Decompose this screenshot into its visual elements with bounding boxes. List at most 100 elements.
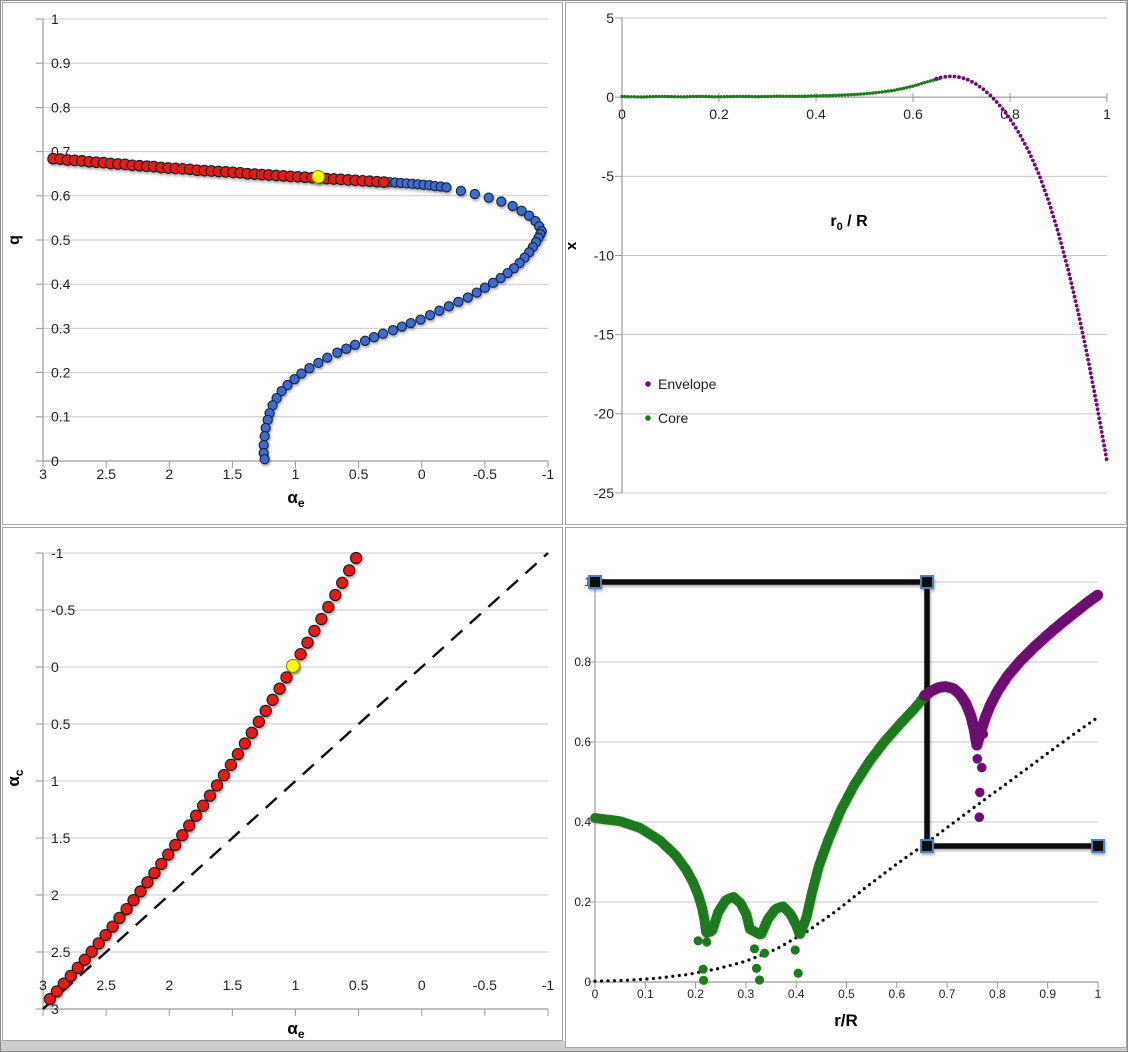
x-tick-label: -1 [542, 466, 555, 482]
svg-text:r0 / R: r0 / R [830, 213, 868, 233]
series-red-branch [47, 152, 390, 188]
y-tick-label: 1 [51, 11, 59, 27]
series-blue-branch [258, 176, 547, 465]
y-tick-label: 0.6 [51, 188, 71, 204]
y-tick-label: 0.2 [51, 365, 71, 381]
x-tick-label: 0.2 [709, 106, 729, 122]
y-tick-label: 0 [606, 89, 614, 105]
tick-labels: 0 0.2 0.4 0.6 0.8 1 0 0.1 0.2 0.3 0.4 0.5 0.6 0.7 0.8 0… [574, 575, 1101, 1001]
y-tick-label: -1 [51, 545, 64, 561]
chart-alpha-c-vs-alpha-e: -1 -0.5 0 0.5 1 1.5 2 2.5 33 2.5 2 1.5 1 0.5 0 -0.5 -1 αc… [4, 545, 554, 1040]
y-tick-label: 0 [51, 659, 59, 675]
panel-profiles-vs-r-over-R: 0 0.2 0.4 0.6 0.8 1 0 0.1 0.2 0.3 0.4 0.5 0.6 0.7 0.8 0… [565, 527, 1127, 1048]
chart-profiles-vs-r-over-R: 0 0.2 0.4 0.6 0.8 1 0 0.1 0.2 0.3 0.4 0.5 0.6 0.7 0.8 0… [574, 575, 1105, 1030]
x-tick-label: 0 [618, 106, 626, 122]
square-marker [1091, 839, 1105, 853]
y-tick-label: -20 [594, 406, 614, 422]
y-tick-label: 0.1 [51, 409, 71, 425]
axes [36, 18, 549, 468]
x-tick-label: 1 [1095, 987, 1102, 1001]
axes [36, 552, 549, 1016]
x-tick-label: -1 [542, 977, 555, 993]
gridlines [622, 17, 1107, 494]
chart-q-vs-alpha-e: 00.10.20.30.40.50.60.70.80.913 2.5 2 1.5 1 0.… [6, 11, 554, 510]
series-envelope-profile [919, 589, 1103, 751]
svg-text:αe: αe [287, 488, 304, 510]
y-tick-label: 1 [584, 575, 591, 589]
gridlines [595, 581, 1098, 983]
legend-label: Envelope [658, 376, 717, 392]
series-alpha-relation [43, 551, 363, 1006]
panel-alpha-c-vs-alpha-e: -1 -0.5 0 0.5 1 1.5 2 2.5 3 3 2.5 2 1.5 1 0.5 0 -0.5 -1 αc… [2, 527, 563, 1041]
y-tick-label: 0.9 [51, 55, 71, 71]
titles: r/R [834, 1011, 858, 1030]
x-tick-label: 0.6 [903, 106, 923, 122]
y-tick-label: -0.5 [51, 602, 75, 618]
y-tick-label: 1.5 [51, 830, 71, 846]
x-tick-label: 0.8 [1000, 106, 1020, 122]
legend-marker-core [645, 415, 651, 421]
x-tick-label: 3 [39, 977, 47, 993]
x-tick-label: 0.7 [939, 987, 956, 1001]
y-tick-label: 0.8 [574, 655, 591, 669]
square-marker [919, 839, 934, 853]
y-tick-label: 0.2 [574, 895, 591, 909]
y-tick-label: 0.4 [51, 276, 71, 292]
axes [588, 581, 1099, 988]
y-tick-label: 3 [51, 1001, 59, 1017]
x-tick-label: 0.4 [788, 987, 805, 1001]
svg-text:αe: αe [287, 1019, 304, 1040]
x-tick-label: 3 [39, 466, 47, 482]
x-tick-label: 2.5 [96, 977, 116, 993]
y-tick-label: -5 [602, 168, 615, 184]
x-tick-label: 0.8 [989, 987, 1006, 1001]
series-envelope-scatter-dots [972, 726, 989, 822]
svg-text:x: x [566, 241, 580, 250]
panel-q-vs-alpha-e: 0 0.1 0.2 0.3 0.4 0.5 0.6 0.7 0.8 0.9 1 3 2.5 2 1.5 1 0.… [2, 2, 563, 525]
x-tick-label: 0.5 [349, 466, 369, 482]
x-tick-label: 0.3 [738, 987, 755, 1001]
y-tick-label: 0.6 [574, 735, 591, 749]
series-identity-dashed-line [42, 552, 549, 1010]
x-tick-label: 0.2 [687, 987, 704, 1001]
y-tick-label: 0 [51, 453, 59, 469]
x-tick-label: 0.5 [838, 987, 855, 1001]
y-tick-label: 2.5 [51, 944, 71, 960]
series-core-scatter-dots [693, 936, 803, 985]
tick-labels: -1 -0.5 0 0.5 1 1.5 2 2.5 33 2.5 2 1.5 1 0.5 0 -0.5 -1 [39, 545, 554, 1017]
x-tick-label: 0.9 [1039, 987, 1056, 1001]
square-marker [919, 575, 934, 589]
y-tick-label: -25 [594, 485, 614, 501]
x-tick-label: 1.5 [223, 466, 243, 482]
series-selected-point [311, 169, 326, 184]
square-marker [588, 575, 602, 589]
x-tick-label: 0 [418, 466, 426, 482]
titles: x r0 / R [566, 213, 868, 250]
x-tick-label: 1 [1103, 106, 1111, 122]
x-tick-label: -0.5 [473, 977, 497, 993]
tick-labels: 5 0 -5 -10 -15 -20 -25 0 0.2 0.4 0.6 0.8 1 [594, 10, 1111, 501]
x-tick-label: 0.4 [806, 106, 826, 122]
titles: αc αe [4, 769, 305, 1040]
y-tick-label: -15 [594, 327, 614, 343]
y-tick-label: -10 [594, 247, 614, 263]
y-tick-label: 0.8 [51, 99, 71, 115]
y-tick-label: 0 [584, 975, 591, 989]
legend: Envelope Core [645, 376, 717, 426]
x-tick-label: 2 [165, 977, 173, 993]
x-tick-label: 1.5 [223, 977, 243, 993]
x-tick-label: 0.6 [888, 987, 905, 1001]
bottom-gray-strip [1, 1041, 1127, 1051]
y-tick-label: 0.5 [51, 232, 71, 248]
tick-labels: 00.10.20.30.40.50.60.70.80.913 2.5 2 1.5 1 0.… [39, 11, 554, 482]
y-tick-label: 2 [51, 887, 59, 903]
series-core-profile [590, 692, 929, 940]
legend-label: Core [658, 410, 689, 426]
gridlines [43, 18, 548, 462]
svg-text:q: q [6, 235, 23, 245]
x-tick-label: 1 [292, 977, 300, 993]
panel-x-vs-r0-over-R: 5 0 -5 -10 -15 -20 -25 0 0.2 0.4 0.6 0.8 1 x r0 / R Env… [565, 2, 1127, 525]
y-tick-label: 0.4 [574, 815, 591, 829]
x-tick-label: 0.5 [349, 977, 369, 993]
x-tick-label: 2.5 [96, 466, 116, 482]
